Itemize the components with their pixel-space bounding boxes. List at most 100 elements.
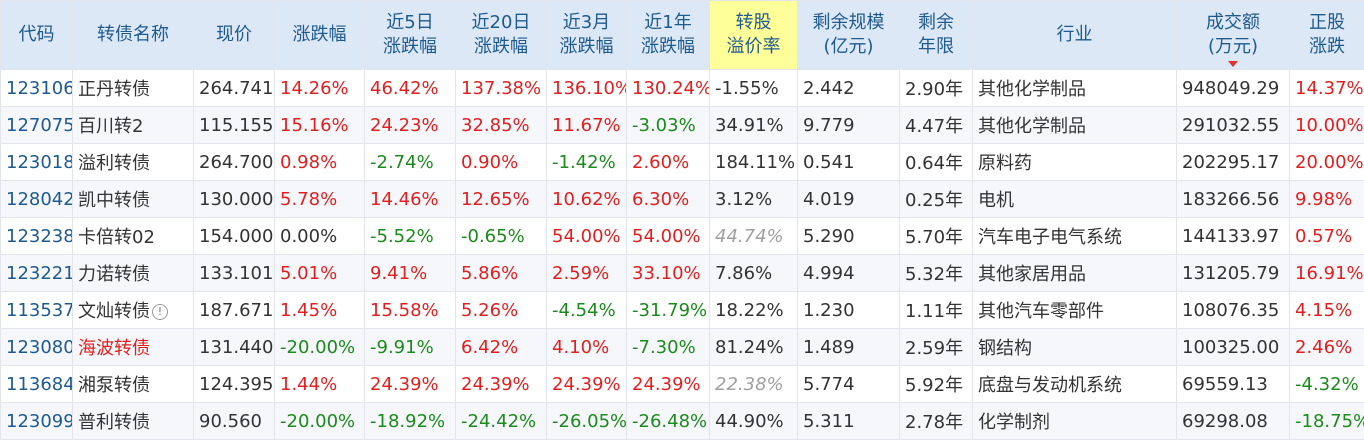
bond-code-link[interactable]: 123221 xyxy=(0,254,73,292)
change-cell: 15.16% xyxy=(274,106,365,144)
stock-change-cell: 9.98% xyxy=(1289,180,1364,218)
years-cell: 2.59年 xyxy=(899,328,973,366)
bond-code-link[interactable]: 123080 xyxy=(0,328,73,366)
col-header-premium[interactable]: 转股 溢价率 xyxy=(709,0,798,70)
years-cell: 2.90年 xyxy=(899,69,973,107)
header-row: 代码 转债名称 现价 涨跌幅 近5日 涨跌幅 近20日 涨跌幅 近3月 涨跌幅 近1年… xyxy=(0,0,1364,70)
scale-cell: 5.290 xyxy=(797,217,900,255)
table-row[interactable]: 123099 普利转债 90.560 -20.00% -18.92% -24.42% -26… xyxy=(0,402,1364,440)
change-20d-cell: 24.39% xyxy=(455,365,547,403)
stock-change-cell: 0.57% xyxy=(1289,217,1364,255)
stock-change-cell: 10.00% xyxy=(1289,106,1364,144)
premium-cell: 81.24% xyxy=(709,328,798,366)
premium-cell: 7.86% xyxy=(709,254,798,292)
bond-name-link[interactable]: 正丹转债 xyxy=(72,69,194,107)
scale-cell: 0.541 xyxy=(797,143,900,181)
stock-change-cell: 14.37% xyxy=(1289,69,1364,107)
change-1y-cell: -7.30% xyxy=(626,328,710,366)
table-row[interactable]: 123106 正丹转债 264.741 14.26% 46.42% 137.38% 136.… xyxy=(0,69,1364,107)
premium-cell: 44.74% xyxy=(709,217,798,255)
change-5d-cell: 46.42% xyxy=(364,69,456,107)
bond-name-link[interactable]: 凯中转债 xyxy=(72,180,194,218)
bond-name-link[interactable]: 百川转2 xyxy=(72,106,194,144)
years-cell: 2.78年 xyxy=(899,402,973,440)
change-3m-cell: 24.39% xyxy=(546,365,627,403)
industry-cell: 其他化学制品 xyxy=(972,106,1177,144)
bond-code-link[interactable]: 123018 xyxy=(0,143,73,181)
table-row[interactable]: 113684 湘泵转债 124.395 1.44% 24.39% 24.39% 24.39%… xyxy=(0,365,1364,403)
years-cell: 5.70年 xyxy=(899,217,973,255)
premium-cell: 34.91% xyxy=(709,106,798,144)
stock-change-cell: 4.15% xyxy=(1289,291,1364,329)
bond-name-link[interactable]: 普利转债 xyxy=(72,402,194,440)
change-3m-cell: -26.05% xyxy=(546,402,627,440)
change-20d-cell: 12.65% xyxy=(455,180,547,218)
table-row[interactable]: 123221 力诺转债 133.101 5.01% 9.41% 5.86% 2.59% 33.… xyxy=(0,254,1364,292)
table-row[interactable]: 123080 海波转债 131.440 -20.00% -9.91% 6.42% 4.10%… xyxy=(0,328,1364,366)
col-header-price[interactable]: 现价 xyxy=(193,0,275,70)
turnover-cell: 202295.17 xyxy=(1176,143,1290,181)
col-header-code[interactable]: 代码 xyxy=(0,0,73,70)
change-3m-cell: -1.42% xyxy=(546,143,627,181)
price-cell: 124.395 xyxy=(193,365,275,403)
bond-code-link[interactable]: 113684 xyxy=(0,365,73,403)
years-cell: 1.11年 xyxy=(899,291,973,329)
bond-code-link[interactable]: 123106 xyxy=(0,69,73,107)
change-5d-cell: -9.91% xyxy=(364,328,456,366)
col-header-industry[interactable]: 行业 xyxy=(972,0,1177,70)
bond-code-link[interactable]: 113537 xyxy=(0,291,73,329)
turnover-cell: 131205.79 xyxy=(1176,254,1290,292)
change-1y-cell: 24.39% xyxy=(626,365,710,403)
stock-change-cell: 20.00% xyxy=(1289,143,1364,181)
col-header-name[interactable]: 转债名称 xyxy=(72,0,194,70)
turnover-cell: 144133.97 xyxy=(1176,217,1290,255)
change-5d-cell: 9.41% xyxy=(364,254,456,292)
table-row[interactable]: 127075 百川转2 115.155 15.16% 24.23% 32.85% 11.67… xyxy=(0,106,1364,144)
premium-cell: 44.90% xyxy=(709,402,798,440)
bond-name-link[interactable]: 海波转债 xyxy=(72,328,194,366)
turnover-cell: 108076.35 xyxy=(1176,291,1290,329)
stock-change-cell: 2.46% xyxy=(1289,328,1364,366)
years-cell: 4.47年 xyxy=(899,106,973,144)
scale-cell: 5.311 xyxy=(797,402,900,440)
col-header-change-5d[interactable]: 近5日 涨跌幅 xyxy=(364,0,456,70)
change-3m-cell: 11.67% xyxy=(546,106,627,144)
turnover-cell: 100325.00 xyxy=(1176,328,1290,366)
bond-name-link[interactable]: 力诺转债 xyxy=(72,254,194,292)
change-20d-cell: 32.85% xyxy=(455,106,547,144)
change-cell: 1.45% xyxy=(274,291,365,329)
col-header-change-3m[interactable]: 近3月 涨跌幅 xyxy=(546,0,627,70)
change-20d-cell: -0.65% xyxy=(455,217,547,255)
col-header-scale[interactable]: 剩余规模 (亿元) xyxy=(797,0,900,70)
col-header-turnover[interactable]: 成交额 (万元) xyxy=(1176,0,1290,70)
table-row[interactable]: 123238 卡倍转02 154.000 0.00% -5.52% -0.65% 54.00… xyxy=(0,217,1364,255)
premium-cell: 22.38% xyxy=(709,365,798,403)
table-row[interactable]: 128042 凯中转债 130.000 5.78% 14.46% 12.65% 10.62%… xyxy=(0,180,1364,218)
bond-name-link[interactable]: 湘泵转债 xyxy=(72,365,194,403)
scale-cell: 4.019 xyxy=(797,180,900,218)
bond-code-link[interactable]: 127075 xyxy=(0,106,73,144)
col-header-stock-change[interactable]: 正股 涨跌 xyxy=(1289,0,1364,70)
col-header-change[interactable]: 涨跌幅 xyxy=(274,0,365,70)
change-3m-cell: 10.62% xyxy=(546,180,627,218)
price-cell: 264.700 xyxy=(193,143,275,181)
bond-name-link[interactable]: 卡倍转02 xyxy=(72,217,194,255)
change-cell: 5.78% xyxy=(274,180,365,218)
bond-name-link[interactable]: 溢利转债 xyxy=(72,143,194,181)
table-row[interactable]: 123018 溢利转债 264.700 0.98% -2.74% 0.90% -1.42% 2… xyxy=(0,143,1364,181)
turnover-cell: 183266.56 xyxy=(1176,180,1290,218)
change-cell: 0.00% xyxy=(274,217,365,255)
bond-name-link[interactable]: 文灿转债! xyxy=(72,291,194,329)
bond-code-link[interactable]: 123238 xyxy=(0,217,73,255)
bond-code-link[interactable]: 128042 xyxy=(0,180,73,218)
col-header-change-1y[interactable]: 近1年 涨跌幅 xyxy=(626,0,710,70)
premium-cell: -1.55% xyxy=(709,69,798,107)
table-row[interactable]: 113537 文灿转债! 187.671 1.45% 15.58% 5.26% -4.54%… xyxy=(0,291,1364,329)
change-1y-cell: 2.60% xyxy=(626,143,710,181)
col-header-years[interactable]: 剩余 年限 xyxy=(899,0,973,70)
col-header-change-20d[interactable]: 近20日 涨跌幅 xyxy=(455,0,547,70)
info-icon[interactable]: ! xyxy=(152,304,168,320)
scale-cell: 5.774 xyxy=(797,365,900,403)
bond-code-link[interactable]: 123099 xyxy=(0,402,73,440)
industry-cell: 其他化学制品 xyxy=(972,69,1177,107)
